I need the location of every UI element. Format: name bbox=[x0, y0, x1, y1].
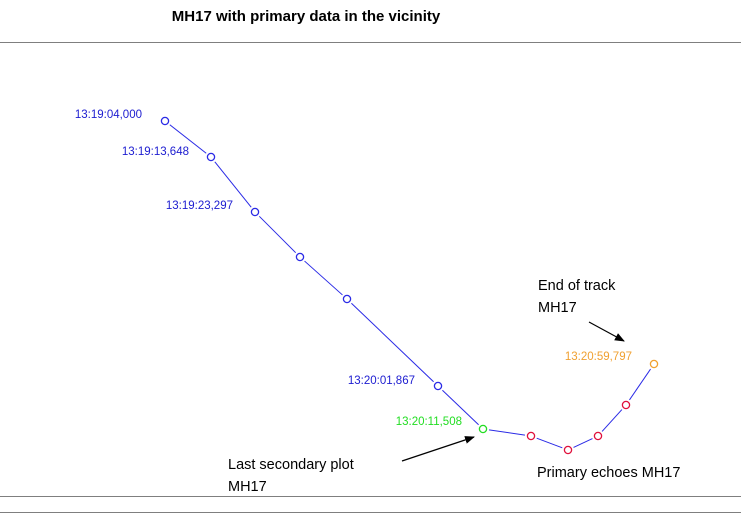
time-label: 13:19:13,648 bbox=[122, 146, 189, 158]
track-point-secondary bbox=[250, 207, 260, 217]
track-point-primary bbox=[563, 445, 573, 455]
time-label: 13:19:04,000 bbox=[75, 109, 142, 121]
track-segment bbox=[536, 437, 563, 449]
track-segment bbox=[601, 409, 623, 432]
track-segment bbox=[488, 429, 526, 436]
top-divider bbox=[0, 42, 741, 43]
end-of-track-annotation: MH17 bbox=[538, 300, 577, 316]
track-segment bbox=[629, 368, 651, 401]
end-of-track-annotation: End of track bbox=[538, 278, 616, 294]
last-secondary-annotation: Last secondary plot bbox=[228, 457, 354, 473]
primary-echoes-annotation: Primary echoes MH17 bbox=[537, 465, 680, 481]
track-segment bbox=[304, 260, 343, 296]
time-label: 13:19:23,297 bbox=[166, 200, 233, 212]
track-segment bbox=[214, 161, 252, 208]
time-label: 13:20:11,508 bbox=[396, 416, 462, 428]
track-point-secondary bbox=[160, 116, 170, 126]
track-point-last-secondary bbox=[478, 424, 488, 434]
track-point-primary bbox=[593, 431, 603, 441]
track-point-primary bbox=[526, 431, 536, 441]
track-point-end bbox=[649, 359, 659, 369]
time-label: 13:20:59,797 bbox=[565, 351, 632, 363]
track-point-primary bbox=[621, 400, 631, 410]
track-segment bbox=[442, 389, 479, 426]
diagram-title: MH17 with primary data in the vicinity bbox=[171, 8, 441, 25]
track-segment bbox=[351, 302, 434, 383]
time-label: 13:20:01,867 bbox=[348, 375, 415, 387]
track-point-secondary bbox=[342, 294, 352, 304]
bottom-divider bbox=[0, 496, 741, 497]
track-point-secondary bbox=[433, 381, 443, 391]
track-segment bbox=[573, 438, 593, 448]
footer-divider bbox=[0, 512, 741, 513]
track-segment bbox=[169, 124, 207, 154]
track-point-secondary bbox=[206, 152, 216, 162]
last-secondary-annotation: MH17 bbox=[228, 479, 267, 495]
end-of-track-arrow bbox=[588, 321, 625, 342]
track-point-secondary bbox=[295, 252, 305, 262]
last-secondary-arrow bbox=[401, 436, 475, 462]
track-segment bbox=[258, 215, 297, 254]
